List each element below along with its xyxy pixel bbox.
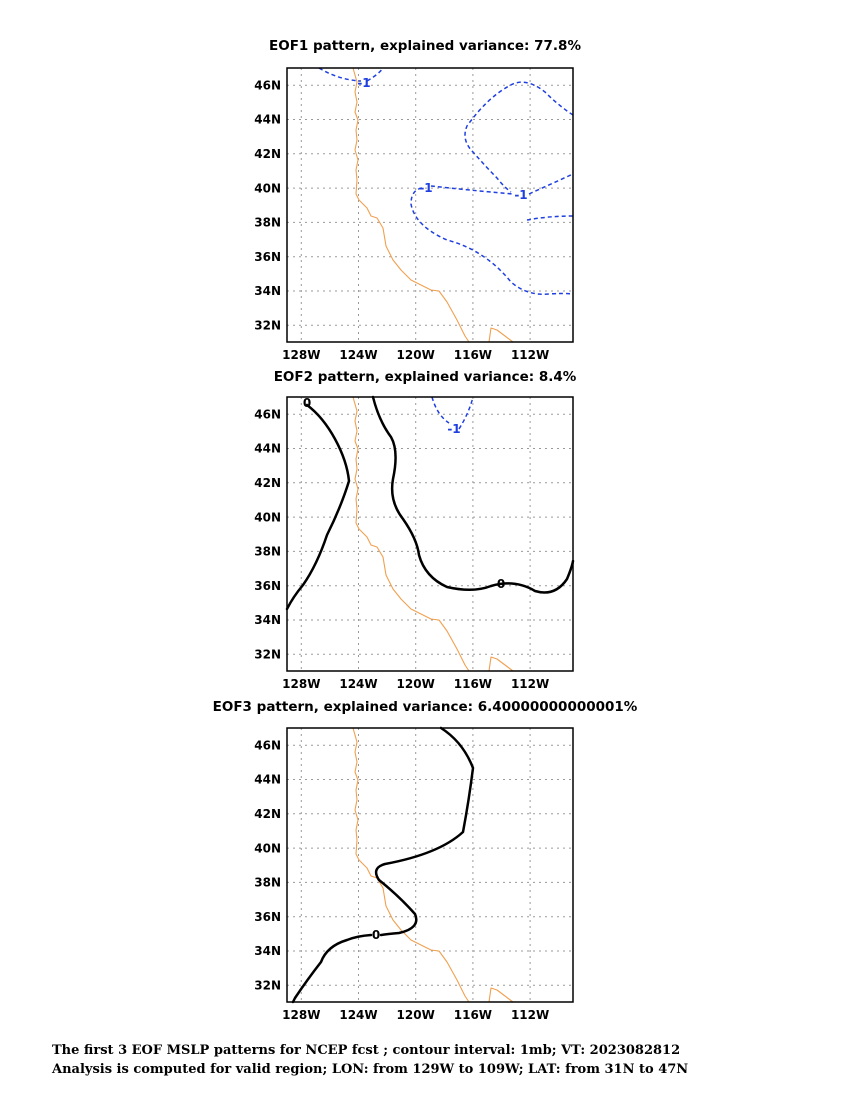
lat-tick-label: 36N — [254, 579, 281, 593]
eof2-contour-label: 0 — [497, 577, 505, 591]
lat-tick-label: 44N — [254, 773, 281, 787]
lat-tick-label: 34N — [254, 284, 281, 298]
eof1-title: EOF1 pattern, explained variance: 77.8% — [269, 38, 581, 54]
eof1-contour-label: -1 — [357, 76, 370, 90]
lat-tick-label: 38N — [254, 545, 281, 559]
lat-tick-label: 38N — [254, 216, 281, 230]
eof1-contour-labels: -1 -1 -1 — [357, 76, 527, 202]
lat-tick-label: 36N — [254, 910, 281, 924]
eof3-panel: EOF3 pattern, explained variance: 6.4000… — [213, 699, 638, 1022]
eof2-title: EOF2 pattern, explained variance: 8.4% — [274, 369, 577, 385]
lon-tick-label: 128W — [282, 348, 320, 362]
lat-tick-label: 44N — [254, 442, 281, 456]
lon-tick-label: 120W — [397, 348, 435, 362]
lat-tick-label: 42N — [254, 476, 281, 490]
eof2-grid — [287, 397, 573, 671]
lat-tick-label: 42N — [254, 147, 281, 161]
eof1-lon-ticks: 128W 124W 120W 116W 112W — [282, 348, 549, 362]
lat-tick-label: 34N — [254, 613, 281, 627]
eof3-contour-label: 0 — [372, 928, 380, 942]
eof1-contours — [318, 67, 574, 295]
lat-tick-label: 34N — [254, 944, 281, 958]
lat-tick-label: 40N — [254, 841, 281, 855]
lat-tick-label: 36N — [254, 250, 281, 264]
footer-caption-line1: The first 3 EOF MSLP patterns for NCEP f… — [52, 1043, 681, 1058]
lon-tick-label: 112W — [511, 348, 549, 362]
footer-caption-line2: Analysis is computed for valid region; L… — [52, 1062, 689, 1077]
eof1-panel: EOF1 pattern, explained variance: 77.8% — [254, 38, 581, 362]
lon-tick-label: 128W — [282, 677, 320, 691]
eof3-title: EOF3 pattern, explained variance: 6.4000… — [213, 699, 638, 715]
eof2-lon-ticks: 128W 124W 120W 116W 112W — [282, 677, 549, 691]
lon-tick-label: 120W — [397, 1008, 435, 1022]
eof3-contours — [291, 726, 475, 1004]
eof3-lon-ticks: 128W 124W 120W 116W 112W — [282, 1008, 549, 1022]
lat-tick-label: 46N — [254, 407, 281, 421]
lat-tick-label: 46N — [254, 78, 281, 92]
eof1-contour-label: -1 — [419, 181, 432, 195]
lat-tick-label: 40N — [254, 181, 281, 195]
lat-tick-label: 38N — [254, 876, 281, 890]
lon-tick-label: 112W — [511, 677, 549, 691]
eof1-lat-ticks: 46N 44N 42N 40N 38N 36N 34N 32N — [254, 78, 281, 332]
eof2-contour-label: 0 — [303, 396, 311, 410]
lat-tick-label: 32N — [254, 319, 281, 333]
eof3-coastline — [352, 727, 514, 1003]
eof2-contour-labels: 0 0 -1 — [303, 396, 505, 591]
eof1-contour-label: -1 — [514, 188, 527, 202]
lat-tick-label: 46N — [254, 738, 281, 752]
lon-tick-label: 124W — [339, 348, 377, 362]
lat-tick-label: 40N — [254, 510, 281, 524]
eof2-contours — [285, 395, 575, 611]
eof2-map-frame — [286, 396, 574, 672]
lat-tick-label: 44N — [254, 113, 281, 127]
eof3-contour-labels: 0 — [372, 928, 380, 942]
eof2-contour-label: -1 — [447, 422, 460, 436]
lon-tick-label: 112W — [511, 1008, 549, 1022]
eof3-lat-ticks: 46N 44N 42N 40N 38N 36N 34N 32N — [254, 738, 281, 992]
lat-tick-label: 32N — [254, 648, 281, 662]
eof1-map-frame — [286, 67, 574, 343]
lon-tick-label: 128W — [282, 1008, 320, 1022]
lon-tick-label: 124W — [339, 677, 377, 691]
eof1-grid — [287, 68, 573, 342]
lat-tick-label: 32N — [254, 979, 281, 993]
lon-tick-label: 124W — [339, 1008, 377, 1022]
lon-tick-label: 116W — [454, 677, 492, 691]
eof2-coastline — [352, 396, 514, 672]
lon-tick-label: 120W — [397, 677, 435, 691]
lon-tick-label: 116W — [454, 1008, 492, 1022]
lon-tick-label: 116W — [454, 348, 492, 362]
eof2-panel: EOF2 pattern, explained variance: 8.4% — [254, 369, 577, 691]
eof2-lat-ticks: 46N 44N 42N 40N 38N 36N 34N 32N — [254, 407, 281, 661]
eof1-coastline — [352, 67, 514, 343]
eof3-grid — [287, 728, 573, 1002]
lat-tick-label: 42N — [254, 807, 281, 821]
eof3-map-frame — [286, 727, 574, 1003]
